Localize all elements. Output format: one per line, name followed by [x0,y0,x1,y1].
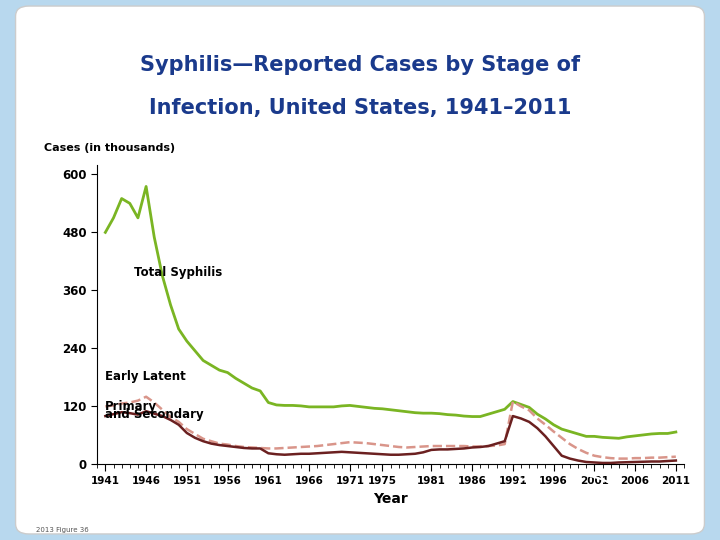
Text: and Secondary: and Secondary [105,408,204,422]
Text: ★: ★ [554,484,572,504]
Text: 2013 Figure 36: 2013 Figure 36 [36,527,89,533]
Text: Syphilis—Reported Cases by Stage of: Syphilis—Reported Cases by Stage of [140,55,580,75]
Text: CDC: CDC [606,485,647,503]
Text: Infection, United States, 1941–2011: Infection, United States, 1941–2011 [149,98,571,118]
Text: Primary: Primary [105,400,158,413]
Text: Early Latent: Early Latent [105,370,186,383]
Text: Total Syphilis: Total Syphilis [134,266,222,279]
X-axis label: Year: Year [373,492,408,506]
FancyBboxPatch shape [16,6,704,534]
Text: Cases (in thousands): Cases (in thousands) [45,143,176,153]
